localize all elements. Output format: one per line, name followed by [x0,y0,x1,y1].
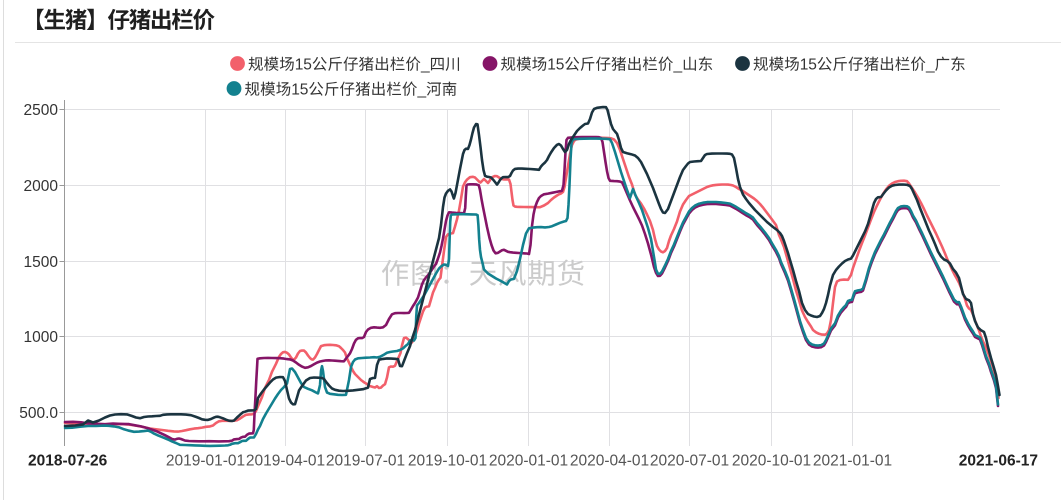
svg-text:2018-07-26: 2018-07-26 [28,453,108,470]
svg-text:1: 1 [291,82,300,99]
svg-text:2020-07-01: 2020-07-01 [650,453,729,470]
svg-text:_: _ [420,57,430,74]
svg-text:2019-01-01: 2019-01-01 [166,453,245,470]
svg-text:1500: 1500 [24,254,59,271]
svg-text:5: 5 [303,57,312,74]
svg-text:2019-10-01: 2019-10-01 [408,453,487,470]
svg-text:2020-04-01: 2020-04-01 [570,453,649,470]
svg-text:_: _ [925,57,935,74]
svg-text:2021-06-17: 2021-06-17 [959,453,1038,470]
svg-text:2019-07-01: 2019-07-01 [326,453,405,470]
svg-text:5: 5 [300,82,309,99]
svg-text:2019-04-01: 2019-04-01 [246,453,325,470]
svg-text:500.0: 500.0 [19,405,58,422]
svg-text:1: 1 [547,57,556,74]
svg-text:_: _ [673,57,683,74]
svg-text:2020-01-01: 2020-01-01 [489,453,568,470]
svg-text:2000: 2000 [24,178,59,195]
svg-text:2500: 2500 [24,102,59,119]
svg-text:2021-01-01: 2021-01-01 [813,453,892,470]
svg-text:5: 5 [808,57,817,74]
svg-text:2020-10-01: 2020-10-01 [732,453,811,470]
svg-text:1: 1 [800,57,809,74]
svg-text:_: _ [417,82,427,99]
svg-text:1: 1 [295,57,304,74]
svg-text:5: 5 [556,57,565,74]
svg-text:1000: 1000 [24,329,59,346]
